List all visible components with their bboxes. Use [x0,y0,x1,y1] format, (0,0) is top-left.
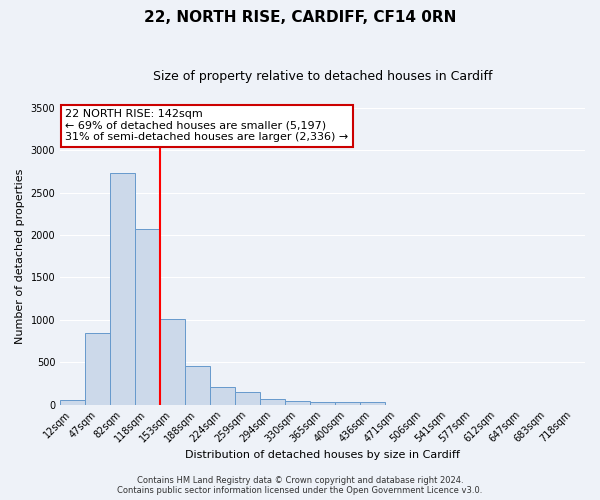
X-axis label: Distribution of detached houses by size in Cardiff: Distribution of detached houses by size … [185,450,460,460]
Title: Size of property relative to detached houses in Cardiff: Size of property relative to detached ho… [153,70,493,83]
Text: Contains HM Land Registry data © Crown copyright and database right 2024.
Contai: Contains HM Land Registry data © Crown c… [118,476,482,495]
Bar [310,402,335,404]
Bar [360,402,385,404]
Bar [335,402,360,404]
Y-axis label: Number of detached properties: Number of detached properties [15,168,25,344]
Bar [260,400,285,404]
Bar [85,332,110,404]
Bar [285,401,310,404]
Bar [185,366,210,405]
Bar [110,173,135,404]
Bar [235,392,260,404]
Bar [60,400,85,404]
Text: 22 NORTH RISE: 142sqm
← 69% of detached houses are smaller (5,197)
31% of semi-d: 22 NORTH RISE: 142sqm ← 69% of detached … [65,110,349,142]
Bar [160,320,185,404]
Bar [135,229,160,404]
Bar [210,387,235,404]
Text: 22, NORTH RISE, CARDIFF, CF14 0RN: 22, NORTH RISE, CARDIFF, CF14 0RN [144,10,456,25]
